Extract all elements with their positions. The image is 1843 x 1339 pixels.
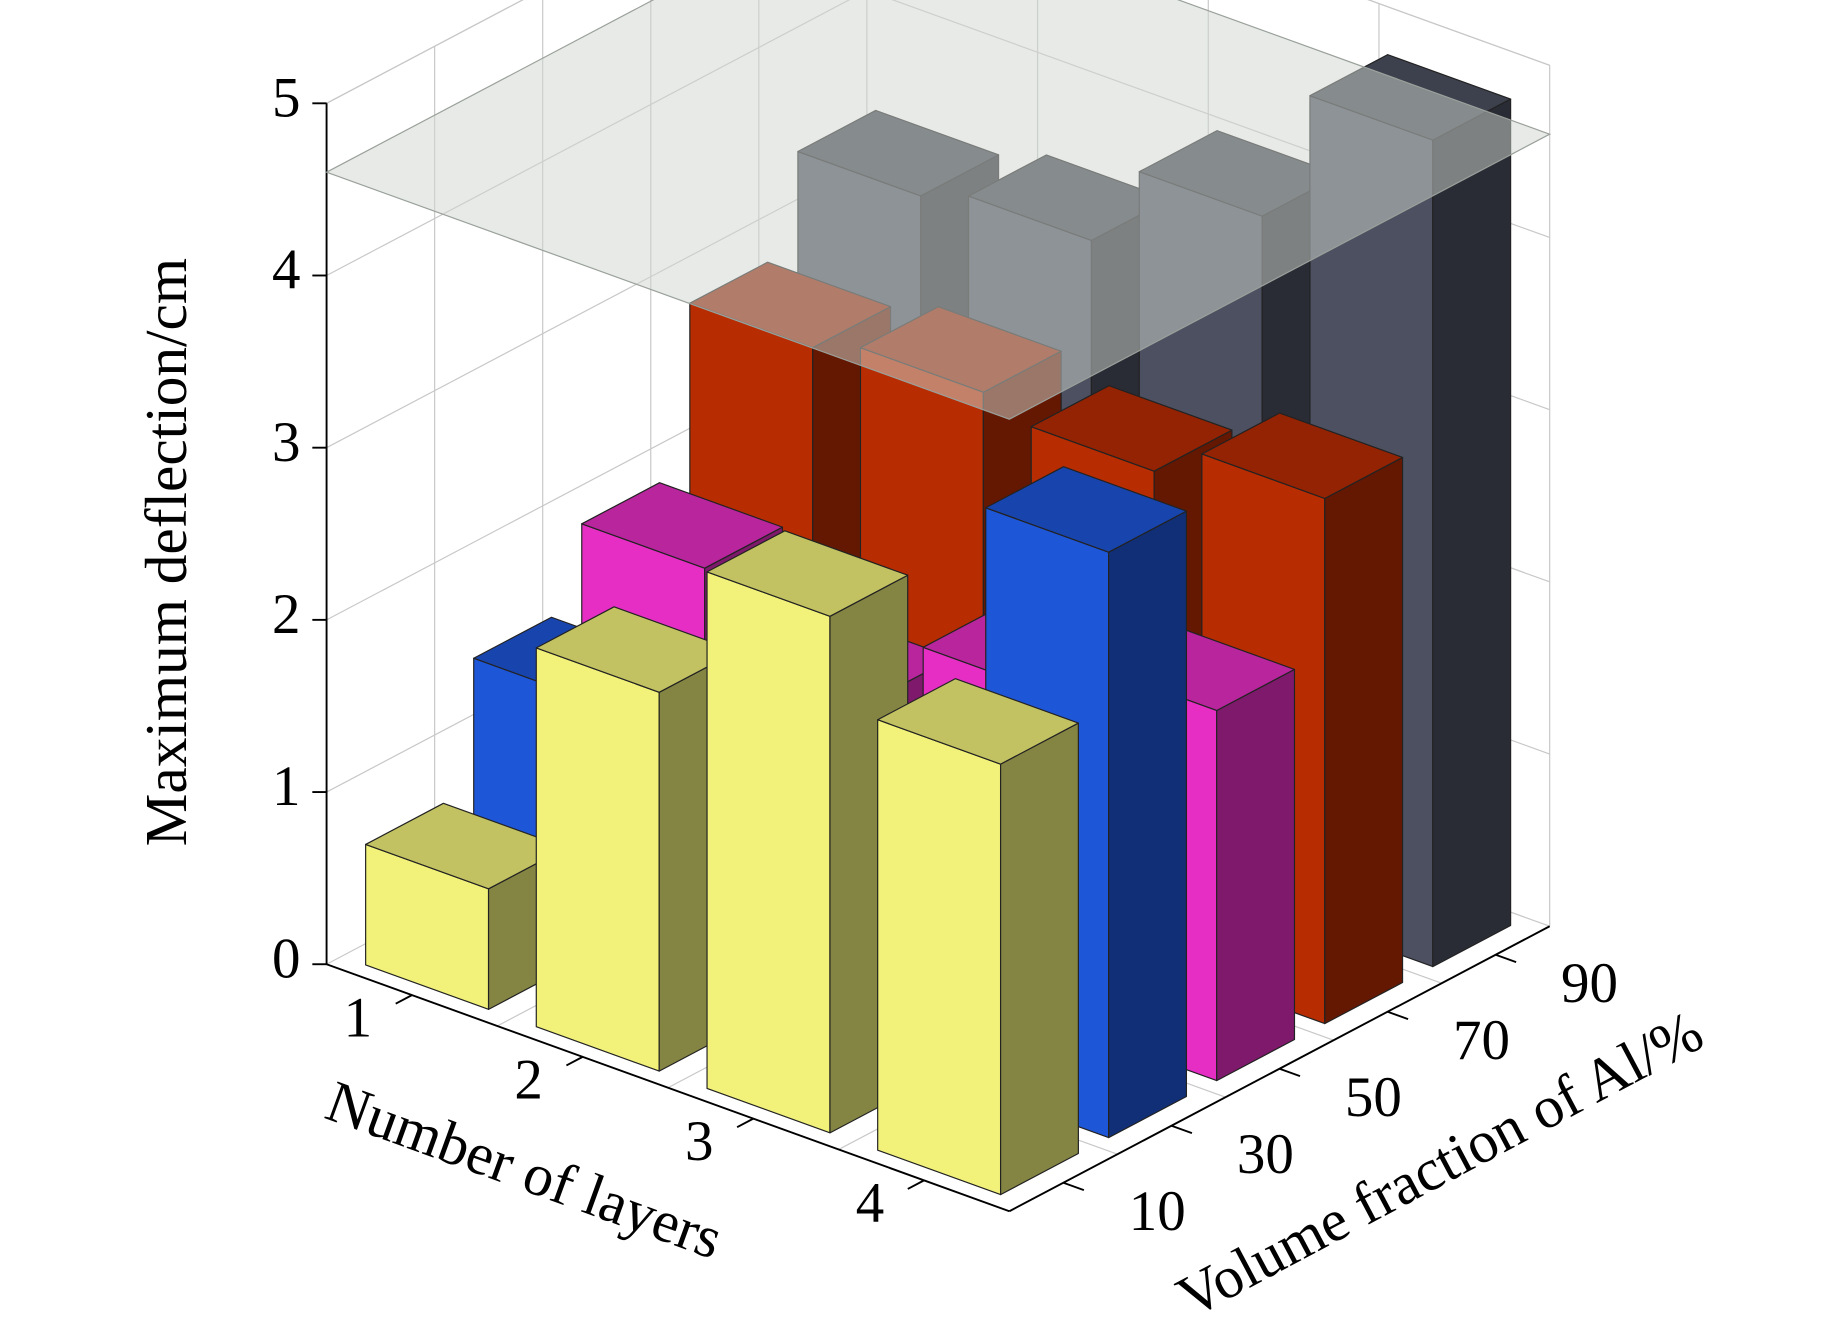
y-tick (1495, 953, 1517, 964)
bar-left-face (877, 719, 1002, 1196)
reference-plane (325, 0, 1552, 420)
y-tick (1279, 1067, 1301, 1078)
z-tick-label: 1 (272, 755, 301, 818)
x-tick (736, 1117, 754, 1128)
bar-top-face (1030, 385, 1233, 472)
bar-top-face (985, 466, 1188, 553)
x-tick (395, 994, 413, 1005)
box-edge (326, 0, 1550, 104)
x-tick (907, 1179, 925, 1190)
y-tick (1063, 1181, 1085, 1192)
y-tick (1387, 1010, 1409, 1021)
z-tick-label: 2 (272, 583, 301, 646)
bar-right-face (1216, 668, 1296, 1082)
x-tick-label: 1 (344, 987, 373, 1050)
bar-right-face (999, 722, 1079, 1196)
bar-top-face (1201, 412, 1404, 500)
bar-left-face (535, 647, 660, 1072)
bar (877, 678, 1079, 1196)
bar-right-face (1324, 456, 1404, 1025)
y-tick-label: 50 (1345, 1066, 1402, 1129)
bar-top-face (706, 530, 909, 617)
x-tick-label: 2 (514, 1048, 543, 1111)
y-tick-label: 70 (1453, 1009, 1510, 1072)
overlay (325, 0, 1552, 420)
bar-right-face (1108, 510, 1188, 1139)
z-tick-label: 4 (272, 239, 301, 302)
y-tick-label: 30 (1237, 1123, 1294, 1186)
z-tick-label: 5 (272, 66, 301, 129)
x-tick (565, 1056, 584, 1067)
z-axis-title: Maximum deflection/cm (133, 258, 199, 847)
y-tick-label: 90 (1561, 952, 1618, 1015)
bar-left-face (706, 571, 831, 1134)
bar-top-face (877, 678, 1079, 765)
bar-right-face (1432, 98, 1512, 968)
x-axis (326, 963, 1010, 1213)
x-tick-label: 4 (856, 1172, 884, 1235)
z-tick-label: 3 (272, 411, 301, 474)
y-tick-label: 10 (1129, 1180, 1186, 1243)
bar-top-face (581, 482, 784, 569)
y-tick (1171, 1124, 1193, 1135)
z-tick-label: 0 (272, 927, 301, 990)
x-tick-label: 3 (685, 1110, 714, 1173)
